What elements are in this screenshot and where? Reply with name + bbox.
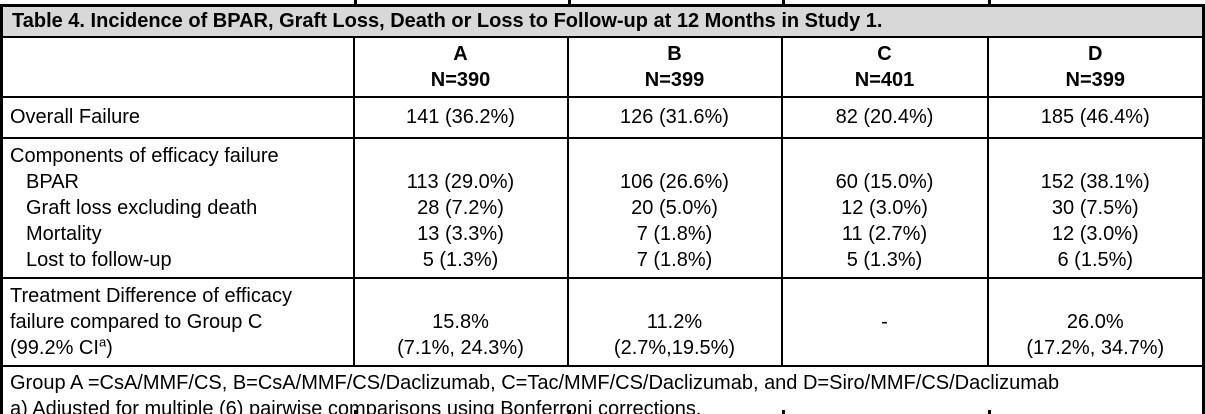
- graft-loss-d: 30 (7.5%): [1051, 197, 1139, 219]
- mortality-d: 12 (3.0%): [1051, 223, 1139, 245]
- overall-failure-a: 141 (36.2%): [352, 96, 569, 139]
- footnote-a: a) Adjusted for multiple (6) pairwise co…: [10, 398, 702, 414]
- components-values-a: 113 (29.0%) 28 (7.2%) 13 (3.3%) 5 (1.3%): [352, 137, 569, 279]
- column-divider-tick: [354, 0, 357, 4]
- spacer: [355, 283, 567, 309]
- ci-b: (2.7%,19.5%): [613, 337, 736, 359]
- lost-to-follow-up-b: 7 (1.8%): [636, 249, 713, 271]
- components-section-header: Components of efficacy failure: [10, 145, 279, 167]
- column-divider-tick: [568, 0, 571, 4]
- components-row: Components of efficacy failure BPAR Graf…: [0, 137, 1205, 279]
- treatment-difference-c: -: [780, 277, 989, 367]
- treatment-difference-a: 15.8% (7.1%, 24.3%): [352, 277, 569, 367]
- lost-to-follow-up-a: 5 (1.3%): [422, 249, 499, 271]
- group-d-label: D: [1088, 43, 1103, 65]
- group-d-n: N=399: [1065, 69, 1126, 91]
- table-title: Table 4. Incidence of BPAR, Graft Loss, …: [0, 4, 1205, 38]
- spacer: [989, 143, 1203, 169]
- treatment-difference-d: 26.0% (17.2%, 34.7%): [986, 277, 1205, 367]
- column-divider-tick: [354, 410, 357, 414]
- ci-prefix: (99.2% CI: [10, 337, 99, 359]
- overall-failure-c: 82 (20.4%): [780, 96, 989, 139]
- graft-loss-label: Graft loss excluding death: [26, 197, 258, 219]
- bpar-d: 152 (38.1%): [1040, 171, 1150, 193]
- bpar-a: 113 (29.0%): [406, 171, 515, 193]
- column-header-d: D N=399: [986, 36, 1205, 98]
- incidence-table: Table 4. Incidence of BPAR, Graft Loss, …: [0, 4, 1205, 414]
- footnote-row: Group A =CsA/MMF/CS, B=CsA/MMF/CS/Dacliz…: [0, 365, 1205, 414]
- ci-d: (17.2%, 34.7%): [1026, 337, 1165, 359]
- components-values-b: 106 (26.6%) 20 (5.0%) 7 (1.8%) 7 (1.8%): [566, 137, 783, 279]
- column-divider-tick: [782, 0, 785, 4]
- column-header-b: B N=399: [566, 36, 783, 98]
- spacer: [569, 283, 781, 309]
- table-header-row: A N=390 B N=399 C N=401 D N=399: [0, 36, 1205, 98]
- overall-failure-b: 126 (31.6%): [566, 96, 783, 139]
- mortality-a: 13 (3.3%): [417, 223, 504, 245]
- treatment-label-line2: failure compared to Group C: [10, 311, 263, 333]
- lost-to-follow-up-d: 6 (1.5%): [1057, 249, 1134, 271]
- estimate-b: 11.2%: [646, 311, 703, 333]
- spacer: [355, 143, 567, 169]
- lost-to-follow-up-c: 5 (1.3%): [846, 249, 923, 271]
- group-b-n: N=399: [644, 69, 705, 91]
- ci-footnote-marker: a: [98, 334, 107, 350]
- estimate-c: -: [881, 311, 888, 333]
- spacer: [569, 143, 781, 169]
- column-divider-tick: [988, 0, 991, 4]
- column-header-a: A N=390: [352, 36, 569, 98]
- footnotes: Group A =CsA/MMF/CS, B=CsA/MMF/CS/Dacliz…: [0, 365, 1205, 414]
- ci-a: (7.1%, 24.3%): [397, 337, 524, 359]
- group-c-label: C: [877, 43, 892, 65]
- estimate-d: 26.0%: [1066, 311, 1124, 333]
- overall-failure-label: Overall Failure: [0, 96, 355, 139]
- group-c-n: N=401: [854, 69, 915, 91]
- bpar-b: 106 (26.6%): [620, 171, 729, 193]
- spacer: [783, 143, 987, 169]
- mortality-b: 7 (1.8%): [636, 223, 713, 245]
- group-a-label: A: [453, 43, 468, 65]
- lost-to-follow-up-label: Lost to follow-up: [26, 249, 172, 271]
- components-values-c: 60 (15.0%) 12 (3.0%) 11 (2.7%) 5 (1.3%): [780, 137, 989, 279]
- estimate-a: 15.8%: [432, 311, 489, 333]
- graft-loss-a: 28 (7.2%): [417, 197, 504, 219]
- table-title-row: Table 4. Incidence of BPAR, Graft Loss, …: [0, 4, 1205, 38]
- footnote-groups: Group A =CsA/MMF/CS, B=CsA/MMF/CS/Dacliz…: [10, 372, 1060, 394]
- column-divider-tick: [988, 410, 991, 414]
- bpar-c: 60 (15.0%): [835, 171, 934, 193]
- spacer: [989, 283, 1203, 309]
- column-divider-tick: [782, 410, 785, 414]
- treatment-difference-row: Treatment Difference of efficacy failure…: [0, 277, 1205, 367]
- ci-suffix: ): [106, 337, 113, 359]
- row-label-header-cell: [0, 36, 355, 98]
- ci-c: [783, 335, 987, 361]
- treatment-difference-b: 11.2% (2.7%,19.5%): [566, 277, 783, 367]
- column-header-c: C N=401: [780, 36, 989, 98]
- components-labels: Components of efficacy failure BPAR Graf…: [0, 137, 355, 279]
- spacer: [783, 283, 987, 309]
- column-divider-tick: [568, 410, 571, 414]
- mortality-label: Mortality: [26, 223, 102, 245]
- treatment-label-line1: Treatment Difference of efficacy: [10, 285, 292, 307]
- graft-loss-b: 20 (5.0%): [631, 197, 718, 219]
- treatment-label-line3: (99.2% CIa): [10, 335, 351, 361]
- group-a-n: N=390: [430, 69, 491, 91]
- treatment-difference-label: Treatment Difference of efficacy failure…: [0, 277, 355, 367]
- overall-failure-row: Overall Failure 141 (36.2%) 126 (31.6%) …: [0, 96, 1205, 139]
- overall-failure-d: 185 (46.4%): [986, 96, 1205, 139]
- mortality-c: 11 (2.7%): [841, 223, 928, 245]
- components-values-d: 152 (38.1%) 30 (7.5%) 12 (3.0%) 6 (1.5%): [986, 137, 1205, 279]
- graft-loss-c: 12 (3.0%): [841, 197, 928, 219]
- bpar-label: BPAR: [26, 171, 79, 193]
- group-b-label: B: [667, 43, 682, 65]
